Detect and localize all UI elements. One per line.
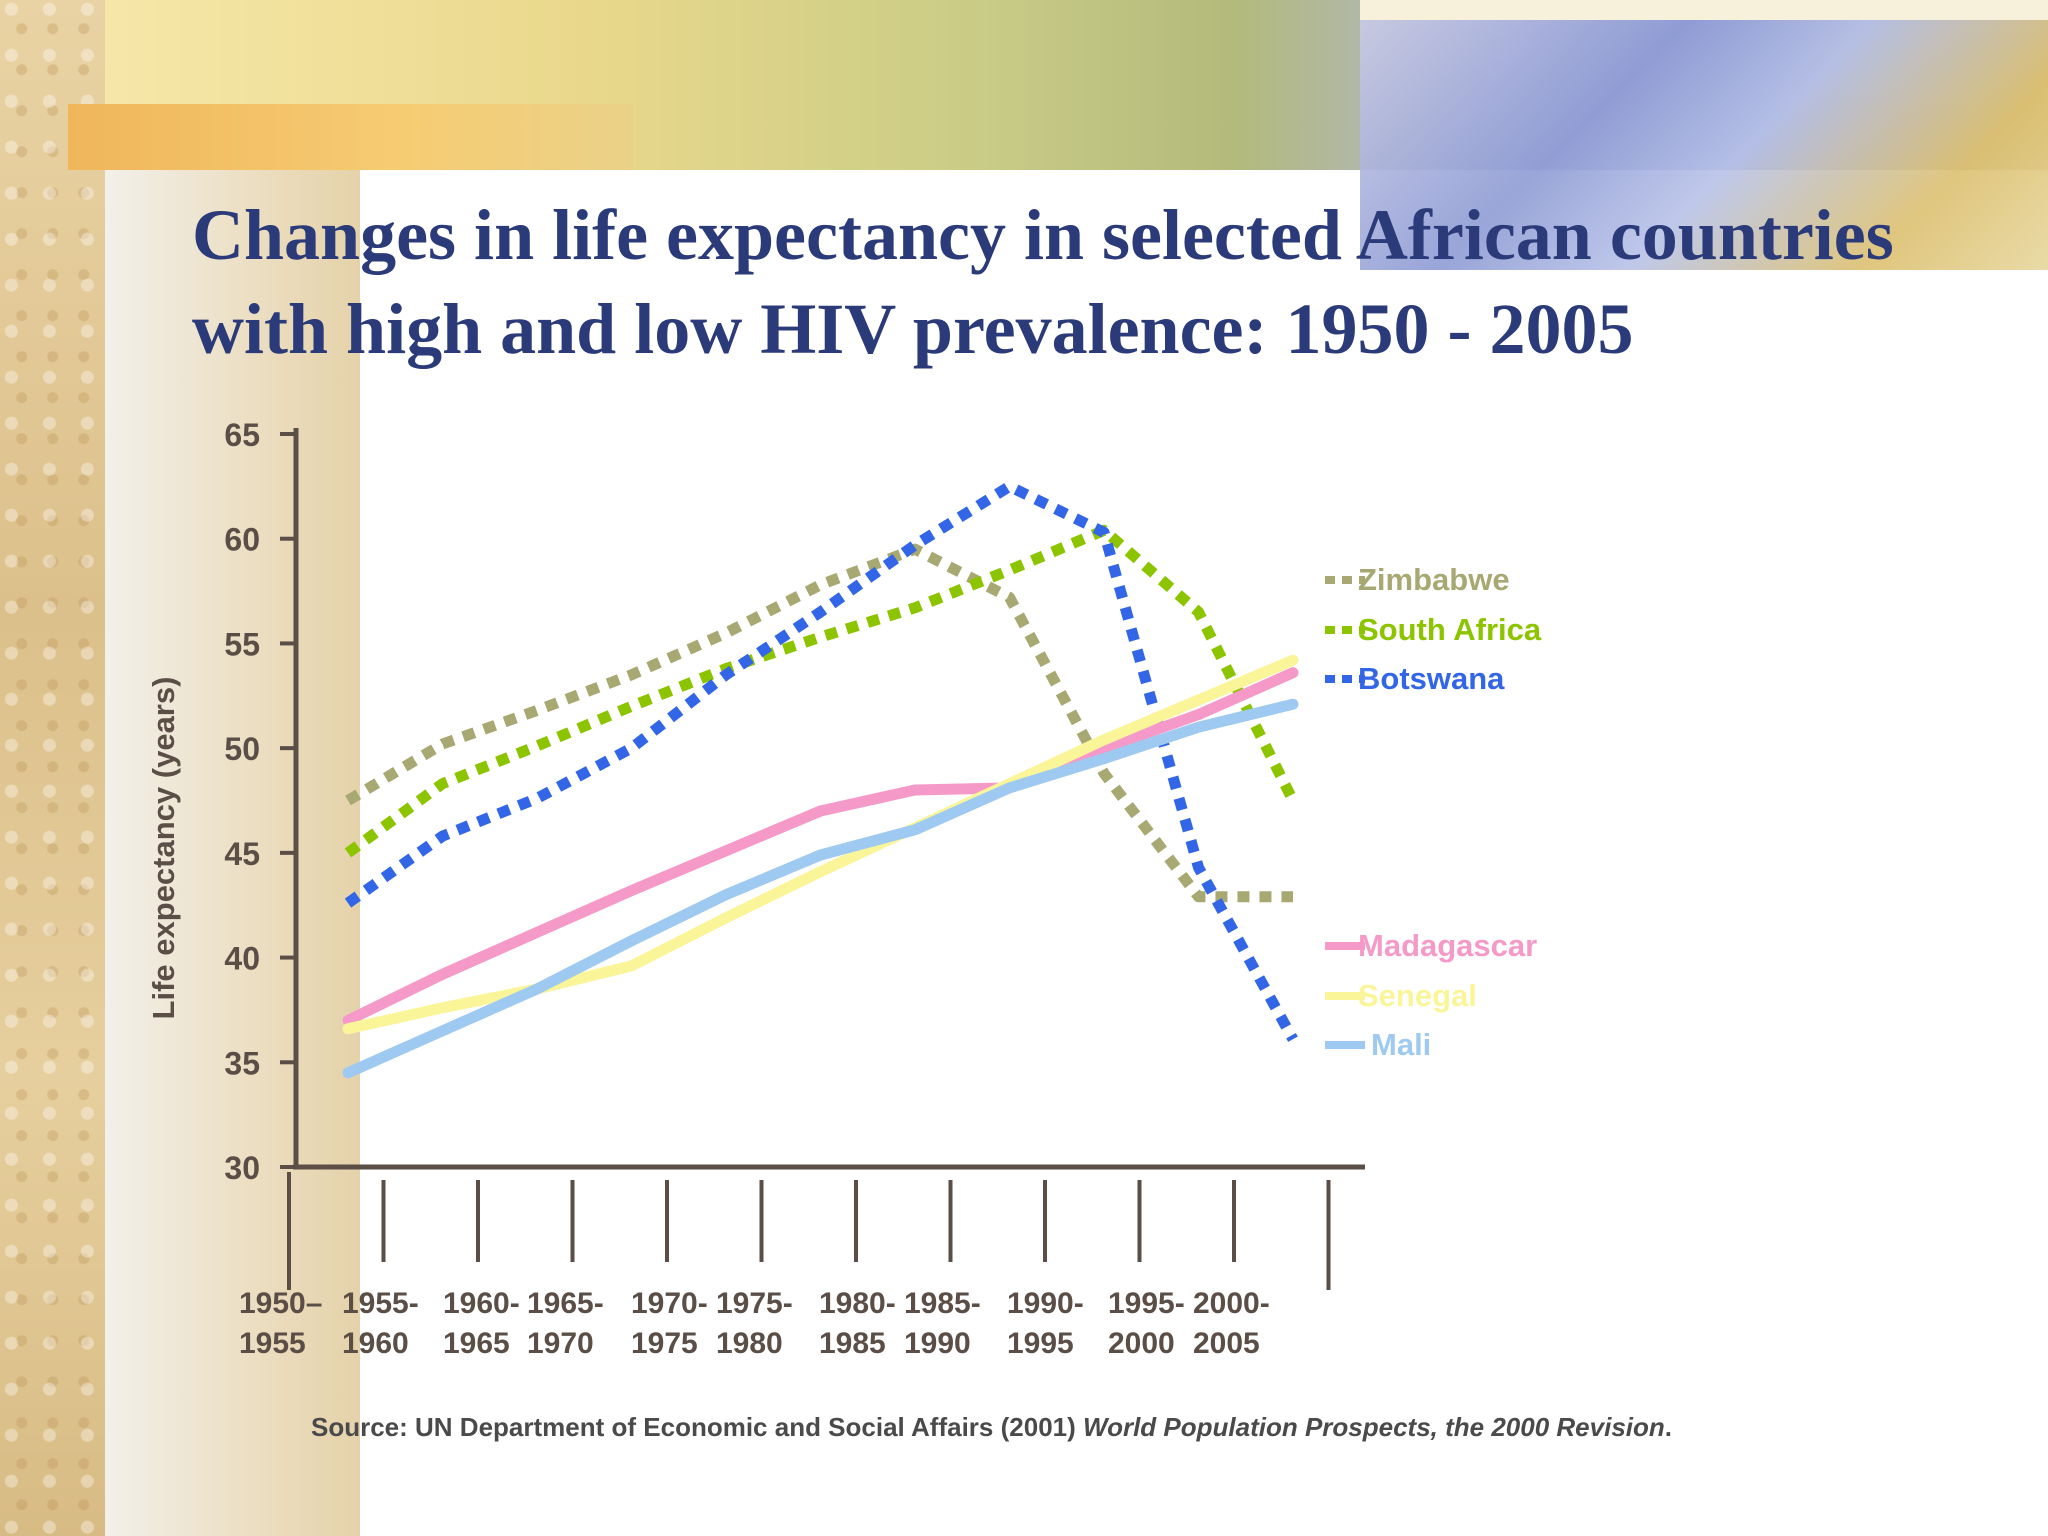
series-line-botswana [344,480,1298,1042]
y-tick-label: 45 [224,836,260,872]
legend-label-botswana: Botswana [1358,661,1505,696]
background-strip [105,170,360,1536]
legend-label-south-africa: South Africa [1358,612,1542,647]
x-tick-label: 1980- [819,1287,896,1320]
title-line-2: with high and low HIV prevalence: 1950 -… [192,289,1634,369]
x-tick-label: 1995- [1108,1287,1185,1320]
x-tick-label: 1960 [342,1327,409,1360]
series-line-mali [342,698,1299,1079]
slide-title: Changes in life expectancy in selected A… [192,188,2012,376]
x-tick-label: 1955 [239,1327,306,1360]
legend-swatch-senegal [1325,992,1365,1000]
legend-swatch-madagascar [1325,942,1365,950]
x-tick-label: 1975 [631,1327,698,1360]
x-tick-label: 2000 [1108,1327,1175,1360]
x-tick-label: 1985 [819,1327,886,1360]
y-ticks: 30 35 40 45 50 55 60 65 [224,417,296,1186]
y-tick-label: 65 [224,417,260,453]
title-line-1: Changes in life expectancy in selected A… [192,195,1894,275]
source-note: Source: UN Department of Economic and So… [311,1410,1711,1444]
x-tick-label: 1965 [443,1327,510,1360]
y-axis-label: Life expectancy (years) [146,677,181,1020]
series-line-senegal [342,654,1299,1035]
y-tick-label: 55 [224,626,260,662]
source-title: World Population Prospects, the 2000 Rev… [1083,1412,1665,1442]
legend-label-madagascar: Madagascar [1358,928,1538,963]
legend-swatch-zimbabwe [1325,576,1365,584]
x-tick-label: 1975- [716,1287,793,1320]
y-tick-label: 40 [224,941,260,977]
x-tick-label: 2000- [1193,1287,1270,1320]
x-tick-label: 1950– [239,1287,322,1320]
x-tick-label: 1970- [631,1287,708,1320]
x-tick-label: 1960- [443,1287,520,1320]
background-banner-accent [68,104,633,170]
legend-label-mali: Mali [1371,1027,1432,1062]
y-tick-label: 35 [224,1045,260,1081]
legend-swatch-south-africa [1325,626,1365,634]
series-line-madagascar [342,667,1299,1026]
background-banner-right [1360,20,2048,270]
x-tick-label: 1980 [716,1327,783,1360]
source-text: Source: UN Department of Economic and So… [311,1412,1083,1442]
series-line-zimbabwe [345,543,1293,903]
x-tick-label: 1990- [1007,1287,1084,1320]
background-texture-left [0,0,105,1536]
x-tick-label: 1970 [527,1327,594,1360]
x-tick-label: 2005 [1193,1327,1260,1360]
legend-label-senegal: Senegal [1358,978,1477,1013]
x-ticks: 1950– 1955 1955- 1960 1960- 1965 1965- 1970 1970… [239,1172,1331,1360]
chart-axes [293,428,1365,1170]
x-tick-label: 1985- [904,1287,981,1320]
legend-label-zimbabwe: Zimbabwe [1358,562,1510,597]
background-banner-edge [1360,0,2048,20]
legend-swatch-mali [1325,1041,1365,1049]
series-lines [342,480,1299,1079]
x-tick-label: 1995 [1007,1327,1074,1360]
x-tick-label: 1965- [527,1287,604,1320]
legend-swatch-botswana [1325,675,1365,683]
source-end: . [1664,1412,1672,1442]
series-line-south-africa [344,524,1298,858]
y-tick-label: 30 [224,1150,260,1186]
y-tick-label: 60 [224,522,260,558]
x-tick-label: 1955- [342,1287,419,1320]
y-tick-label: 50 [224,731,260,767]
x-tick-label: 1990 [904,1327,971,1360]
